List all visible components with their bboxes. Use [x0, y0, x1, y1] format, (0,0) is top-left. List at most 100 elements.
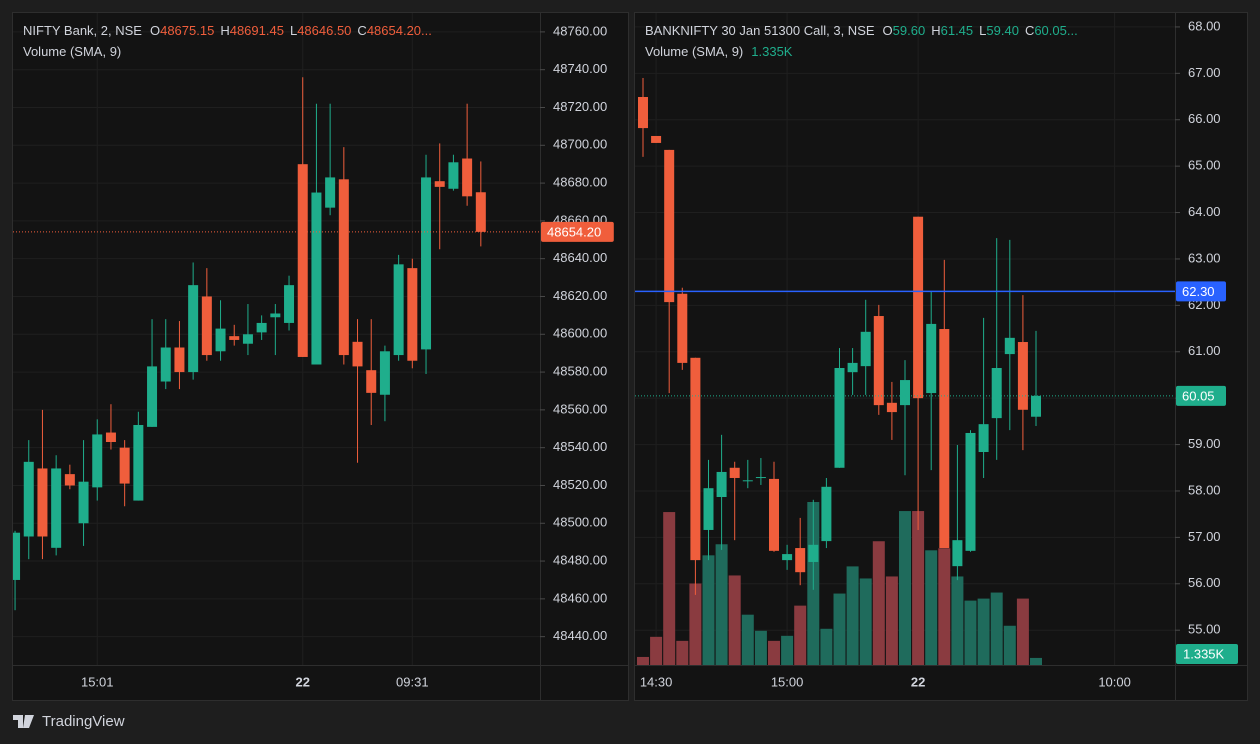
price-tag	[541, 221, 614, 242]
price-tag	[1176, 385, 1226, 406]
y-tick-label: 59.00	[1188, 436, 1221, 451]
volume-bar	[1016, 598, 1029, 665]
candle-body	[664, 149, 675, 303]
candle-body	[421, 177, 432, 350]
candle-body	[338, 179, 349, 356]
legend-header: NIFTY Bank, 2, NSE O48675.15 H48691.45 L486…	[23, 23, 432, 38]
candle-body	[1017, 342, 1028, 410]
candle-body	[847, 362, 858, 373]
candle-body	[900, 380, 910, 406]
ohlc-value: 48646.50	[297, 23, 351, 38]
y-tick-label: 48460.00	[553, 590, 607, 605]
y-tick-label: 48760.00	[553, 23, 607, 38]
volume-bar	[846, 566, 859, 665]
volume-bar	[715, 544, 728, 665]
volume-title: Volume (SMA, 9)	[645, 44, 743, 59]
y-tick-label: 63.00	[1188, 250, 1221, 265]
candle-body	[379, 351, 390, 395]
volume-bar	[676, 640, 689, 665]
ohlc-label: O	[150, 23, 160, 38]
candle-body	[92, 434, 103, 488]
candle-body	[133, 424, 144, 501]
candle-body	[1031, 395, 1042, 417]
chart-title: NIFTY Bank, 2, NSE	[23, 23, 142, 38]
candle-body	[703, 488, 714, 530]
candle-body	[448, 162, 459, 189]
y-tick-label: 48600.00	[553, 326, 607, 341]
y-tick-label: 56.00	[1188, 575, 1221, 590]
y-tick-label: 48640.00	[553, 250, 607, 265]
ohlc-value: 61.45	[941, 23, 974, 38]
candle-body	[978, 424, 989, 452]
ohlc-label: C	[1025, 23, 1034, 38]
candle-body	[475, 192, 486, 232]
candle-body	[886, 402, 897, 413]
candle-body	[311, 192, 322, 365]
y-tick-label: 48680.00	[553, 175, 607, 190]
y-tick-label: 66.00	[1188, 111, 1221, 126]
ohlc-value: 59.60	[893, 23, 926, 38]
logo-mark	[13, 715, 34, 728]
candle-body	[270, 313, 281, 318]
volume-bar	[702, 555, 715, 665]
y-tick-label: 48520.00	[553, 477, 607, 492]
candle-body	[64, 474, 75, 486]
y-tick-label: 48500.00	[553, 515, 607, 530]
x-tick-label: 09:31	[396, 674, 429, 689]
ohlc-value: 48675.15	[160, 23, 214, 38]
ohlc-value: 48654.20...	[367, 23, 432, 38]
volume-bar	[636, 656, 649, 665]
volume-bar	[741, 614, 754, 665]
candle-body	[284, 285, 295, 323]
y-tick-label: 65.00	[1188, 158, 1221, 173]
x-tick-label: 22	[295, 674, 309, 689]
x-tick-label: 15:00	[771, 674, 804, 689]
volume-bar	[754, 630, 767, 665]
y-tick-label: 48720.00	[553, 99, 607, 114]
ohlc-value: 60.05...	[1034, 23, 1077, 38]
volume-bar	[912, 511, 925, 665]
price-tag-label: 48654.20	[547, 224, 601, 239]
ohlc-label: L	[979, 23, 986, 38]
chart: 48760.00 48740.00 48720.00 48700.00 48680.00…	[13, 13, 628, 700]
candle-body	[690, 357, 701, 561]
candle-body	[742, 480, 753, 482]
y-tick-label: 67.00	[1188, 65, 1221, 80]
plot-area	[636, 77, 1043, 665]
logo: TradingView	[13, 713, 125, 730]
volume-bar	[885, 576, 898, 665]
volume-bar	[833, 593, 846, 665]
x-tick-label: 15:01	[81, 674, 114, 689]
brand: TradingView	[42, 713, 125, 730]
y-tick-label: 61.00	[1188, 343, 1221, 358]
candle-body	[215, 328, 226, 352]
candle-body	[965, 432, 976, 551]
candle-body	[297, 164, 308, 357]
candle-body	[755, 477, 766, 479]
candle-body	[1004, 337, 1015, 355]
volume-bar	[663, 512, 676, 665]
volume-bar	[1003, 625, 1016, 665]
candle-body	[119, 447, 130, 484]
candle-body	[201, 296, 212, 356]
candle-body	[637, 96, 648, 129]
candle-body	[860, 331, 871, 367]
y-tick-label: 48560.00	[553, 401, 607, 416]
volume-bar	[820, 628, 833, 665]
plot-area	[13, 77, 486, 611]
candle-body	[174, 347, 185, 373]
candle-body	[105, 432, 116, 442]
volume-legend: Volume (SMA, 9) 1.335K	[645, 44, 793, 59]
volume-bar	[964, 600, 977, 665]
candle-body	[716, 471, 727, 498]
y-tick-label: 48480.00	[553, 552, 607, 567]
y-tick-label: 58.00	[1188, 482, 1221, 497]
volume-bar	[794, 605, 807, 665]
candle-body	[782, 554, 793, 561]
candle-body	[366, 370, 377, 393]
ohlc-label: C	[357, 23, 366, 38]
y-tick-label: 48620.00	[553, 288, 607, 303]
volume-title: Volume (SMA, 9)	[23, 44, 121, 59]
candle-body	[939, 329, 950, 549]
